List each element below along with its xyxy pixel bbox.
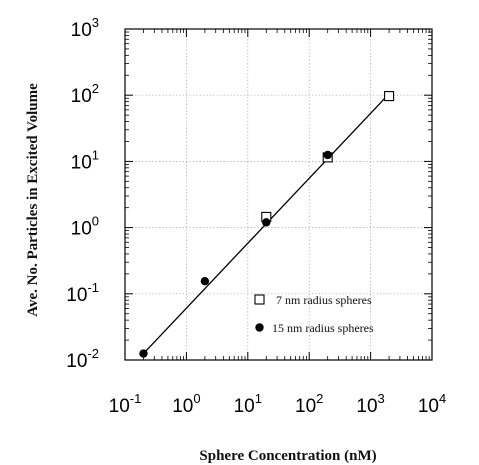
data-point-filled-circle xyxy=(139,349,148,358)
legend-marker-open-square xyxy=(254,294,265,305)
y-axis-title: Ave. No. Particles in Excited Volume xyxy=(25,83,41,317)
y-tick-label-base: 10 xyxy=(71,20,92,41)
x-tick-label-exponent: 2 xyxy=(316,391,323,406)
x-tick-label-exponent: 0 xyxy=(193,391,200,406)
x-tick-label-base: 10 xyxy=(109,396,130,417)
minor-ticks xyxy=(125,29,432,360)
x-tick-label: 100 xyxy=(172,391,200,417)
x-tick-label-base: 10 xyxy=(295,396,316,417)
y-tick-label-exponent: 1 xyxy=(92,147,99,162)
y-tick-label-exponent: 3 xyxy=(92,15,99,30)
x-tick-label-base: 10 xyxy=(234,396,255,417)
x-tick-label: 104 xyxy=(418,391,446,417)
x-tick-label: 101 xyxy=(234,391,262,417)
y-tick-label-exponent: -1 xyxy=(87,280,99,295)
x-tick-label: 10-1 xyxy=(109,391,142,417)
data-point-filled-circle xyxy=(323,150,332,160)
legend-entry-15nm: 15 nm radius spheres xyxy=(255,321,374,335)
data-point-open-square xyxy=(384,91,395,102)
y-tick-label-base: 10 xyxy=(71,219,92,240)
y-tick-label: 10-1 xyxy=(66,280,99,306)
x-tick-label-exponent: 4 xyxy=(439,391,446,406)
x-tick-label: 103 xyxy=(356,391,384,417)
y-tick-label-base: 10 xyxy=(66,351,87,372)
x-tick-label-base: 10 xyxy=(172,396,193,417)
x-axis-title: Sphere Concentration (nM) xyxy=(199,448,376,464)
x-tick-label-base: 10 xyxy=(356,396,377,417)
grid-lines xyxy=(125,29,432,360)
legend: 7 nm radius spheres 15 nm radius spheres xyxy=(254,293,374,335)
data-point-filled-circle xyxy=(200,277,210,286)
y-tick-label: 103 xyxy=(71,15,99,41)
y-tick-label-base: 10 xyxy=(71,86,92,107)
y-tick-label-base: 10 xyxy=(66,285,87,306)
y-tick-label-exponent: -2 xyxy=(87,346,99,361)
y-tick-label-base: 10 xyxy=(71,152,92,173)
legend-marker-filled-circle xyxy=(255,323,264,332)
x-tick-label-exponent: 3 xyxy=(378,391,385,406)
plot-frame xyxy=(124,28,433,361)
legend-label-7nm: 7 nm radius spheres xyxy=(276,293,372,307)
x-tick-label-exponent: -1 xyxy=(130,391,142,406)
legend-entry-7nm: 7 nm radius spheres xyxy=(254,293,372,307)
x-tick-label: 102 xyxy=(295,391,323,417)
x-tick-label-base: 10 xyxy=(418,396,439,417)
x-tick-labels: 10-1 100 101 102 103 104 xyxy=(109,391,447,417)
y-tick-label: 10-2 xyxy=(66,346,99,372)
legend-label-15nm: 15 nm radius spheres xyxy=(272,321,374,335)
data-points xyxy=(139,91,395,358)
y-tick-label-exponent: 2 xyxy=(92,81,99,96)
y-tick-label: 100 xyxy=(71,214,99,240)
data-point-filled-circle xyxy=(262,218,271,227)
x-tick-label-exponent: 1 xyxy=(255,391,262,406)
major-ticks xyxy=(124,28,433,361)
y-tick-label: 102 xyxy=(71,81,99,107)
y-tick-label-exponent: 0 xyxy=(92,214,99,229)
y-tick-label: 101 xyxy=(71,147,99,173)
